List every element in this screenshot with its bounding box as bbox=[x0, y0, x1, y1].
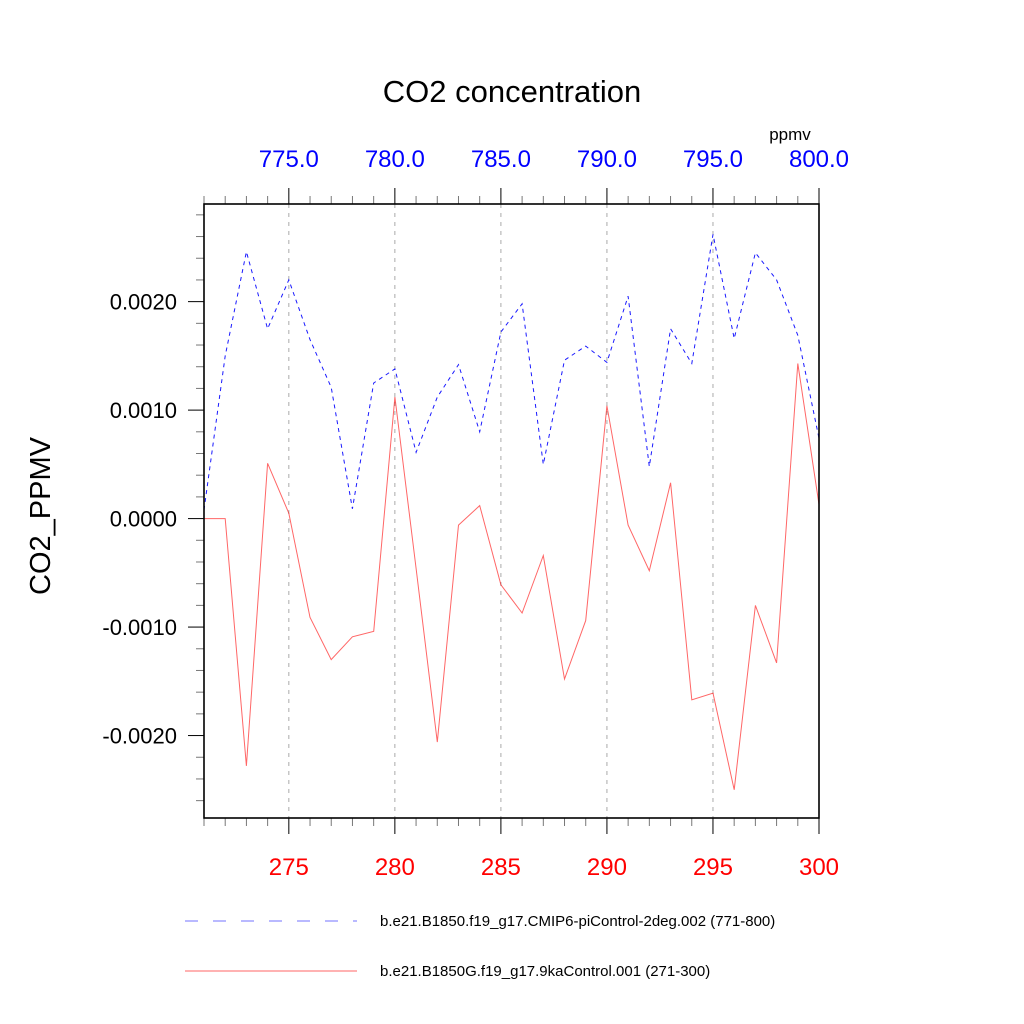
x-tick-label-bottom: 300 bbox=[799, 854, 839, 881]
data-point bbox=[649, 570, 650, 571]
data-point bbox=[712, 693, 713, 694]
y-tick-label: 0.0010 bbox=[110, 398, 177, 423]
data-point bbox=[458, 364, 459, 365]
data-point bbox=[691, 699, 692, 700]
data-point bbox=[246, 765, 247, 766]
data-point bbox=[585, 346, 586, 347]
legend: b.e21.B1850.f19_g17.CMIP6-piControl-2deg… bbox=[185, 913, 775, 980]
data-point bbox=[373, 631, 374, 632]
x-tick-label-bottom: 290 bbox=[587, 854, 627, 881]
data-point bbox=[776, 279, 777, 280]
x-tick-label-bottom: 275 bbox=[269, 854, 309, 881]
legend-label-1: b.e21.B1850G.f19_g17.9kaControl.001 (271… bbox=[380, 963, 710, 980]
data-point bbox=[522, 303, 523, 304]
data-point bbox=[267, 463, 268, 464]
data-point bbox=[649, 466, 650, 467]
data-point bbox=[543, 555, 544, 556]
data-point bbox=[564, 360, 565, 361]
data-point bbox=[373, 382, 374, 383]
data-point bbox=[415, 568, 416, 569]
data-point bbox=[543, 464, 544, 465]
data-point bbox=[331, 659, 332, 660]
x-tick-label-bottom: 295 bbox=[693, 854, 733, 881]
data-point bbox=[246, 251, 247, 252]
data-point bbox=[691, 363, 692, 364]
data-point bbox=[797, 363, 798, 364]
x-tick-label-top: 775.0 bbox=[259, 146, 319, 173]
data-point bbox=[522, 612, 523, 613]
data-point bbox=[670, 482, 671, 483]
y-tick-label: 0.0000 bbox=[110, 507, 177, 532]
data-point bbox=[352, 636, 353, 637]
data-point bbox=[225, 355, 226, 356]
data-point bbox=[734, 338, 735, 339]
data-point bbox=[500, 584, 501, 585]
tick-labels: 0.0020 0.0010 0.0000 -0.0010 -0.0020 275 280 28… bbox=[102, 146, 849, 881]
data-point bbox=[267, 328, 268, 329]
data-point bbox=[500, 331, 501, 332]
axis-ticks bbox=[188, 188, 820, 834]
series-line-red bbox=[204, 363, 820, 790]
data-point bbox=[288, 279, 289, 280]
data-point bbox=[437, 741, 438, 742]
data-point bbox=[670, 328, 671, 329]
x-tick-label-bottom: 280 bbox=[375, 854, 415, 881]
x-tick-label-top: 790.0 bbox=[577, 146, 637, 173]
data-point bbox=[755, 605, 756, 606]
data-point bbox=[394, 396, 395, 397]
x-tick-label-top: 780.0 bbox=[365, 146, 425, 173]
data-point bbox=[606, 362, 607, 363]
x-tick-label-bottom: 285 bbox=[481, 854, 521, 881]
series-line-blue bbox=[203, 234, 820, 510]
data-point bbox=[606, 405, 607, 406]
data-point bbox=[755, 252, 756, 253]
data-point bbox=[564, 679, 565, 680]
x-tick-label-top: 785.0 bbox=[471, 146, 531, 173]
data-point bbox=[458, 525, 459, 526]
top-axis-units: ppmv bbox=[769, 125, 811, 144]
data-point bbox=[352, 508, 353, 509]
grid-lines bbox=[288, 204, 714, 818]
data-point bbox=[437, 396, 438, 397]
data-point bbox=[628, 296, 629, 297]
y-axis-label: CO2_PPMV bbox=[25, 436, 57, 595]
data-point bbox=[415, 452, 416, 453]
plot-frame bbox=[203, 203, 820, 819]
y-tick-label: -0.0020 bbox=[102, 724, 177, 749]
x-tick-label-top: 800.0 bbox=[789, 146, 849, 173]
data-point bbox=[712, 234, 713, 235]
data-point bbox=[628, 525, 629, 526]
data-point bbox=[394, 368, 395, 369]
data-point bbox=[225, 518, 226, 519]
data-point bbox=[288, 513, 289, 514]
series-layer bbox=[203, 234, 820, 790]
x-tick-label-top: 795.0 bbox=[683, 146, 743, 173]
data-point bbox=[479, 505, 480, 506]
data-point bbox=[776, 662, 777, 663]
y-tick-label: 0.0020 bbox=[110, 290, 177, 315]
chart-title: CO2 concentration bbox=[383, 74, 641, 109]
data-point bbox=[797, 335, 798, 336]
data-point bbox=[309, 617, 310, 618]
data-point bbox=[309, 339, 310, 340]
data-point bbox=[479, 431, 480, 432]
y-tick-label: -0.0010 bbox=[102, 615, 177, 640]
data-point bbox=[331, 387, 332, 388]
legend-label-0: b.e21.B1850.f19_g17.CMIP6-piControl-2deg… bbox=[380, 913, 775, 930]
data-point bbox=[585, 620, 586, 621]
data-point bbox=[734, 789, 735, 790]
